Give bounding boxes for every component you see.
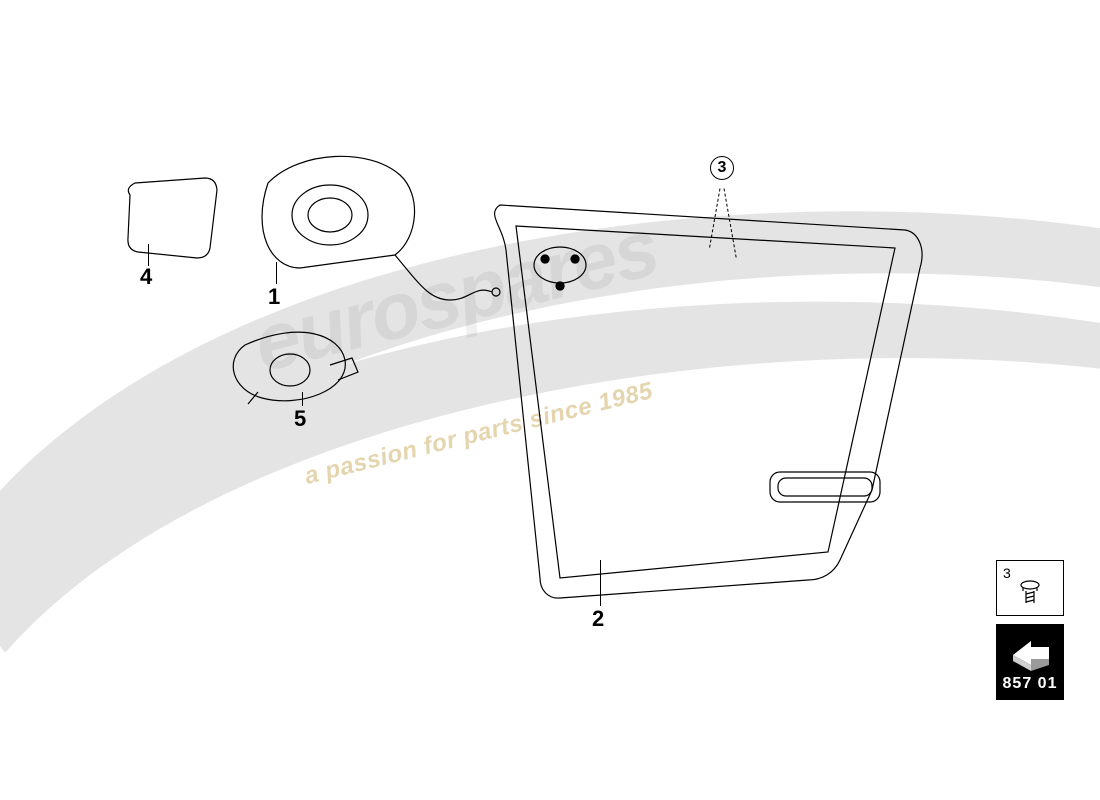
hardware-ref-number: 3 xyxy=(1003,565,1011,581)
callout-1-mirror-housing: 1 xyxy=(268,284,280,310)
leader-line xyxy=(148,244,149,266)
leader-line xyxy=(302,392,303,406)
callout-3-label: 3 xyxy=(718,159,727,176)
diagram-stage: eurospares a passion for parts since 198… xyxy=(0,0,1100,800)
leader-line xyxy=(600,560,601,606)
leader-line xyxy=(276,262,277,284)
section-ref-box: 857 01 xyxy=(996,624,1064,700)
parts-lineart xyxy=(0,0,1100,800)
callout-4-mirror-glass: 4 xyxy=(140,264,152,290)
screw-icon xyxy=(1017,579,1043,609)
hardware-ref-box: 3 xyxy=(996,560,1064,616)
callout-3-mounting-screw: 3 xyxy=(710,156,734,180)
callout-2-door-shell: 2 xyxy=(592,606,604,632)
section-ref-label: 857 01 xyxy=(997,675,1063,693)
callout-5-adjust-motor: 5 xyxy=(294,406,306,432)
back-arrow-icon xyxy=(1007,633,1055,675)
